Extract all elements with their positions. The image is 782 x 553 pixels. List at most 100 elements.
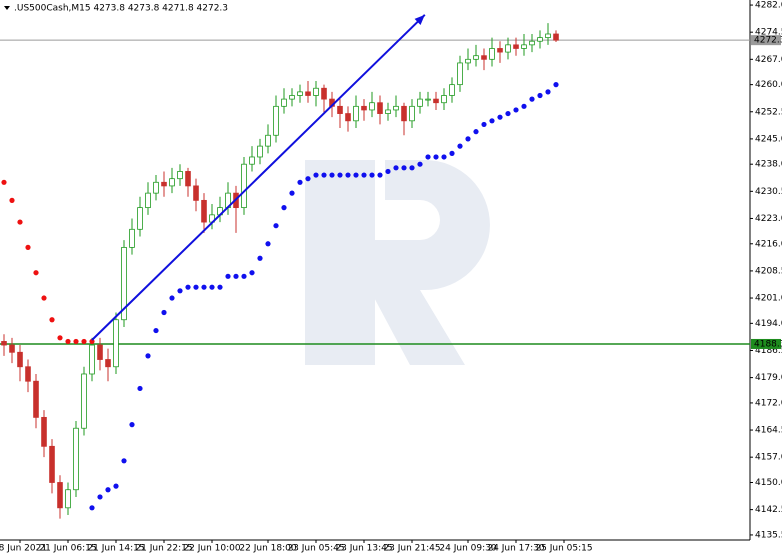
y-tick-label: 4252.5	[755, 107, 782, 117]
candle-body	[417, 98, 423, 107]
sar-dot	[313, 172, 319, 178]
candle-body	[305, 91, 311, 96]
candle	[465, 48, 471, 71]
candle-body	[489, 48, 495, 60]
sar-dot	[425, 154, 431, 160]
candle	[273, 95, 279, 143]
sar-dot	[465, 136, 471, 142]
candle	[177, 164, 183, 186]
sar-dot	[329, 172, 335, 178]
menu-icon[interactable]	[4, 6, 10, 10]
candle	[121, 240, 127, 327]
sar-dot	[9, 197, 15, 203]
x-tick-label: 23 Jun 13:45	[335, 544, 392, 553]
candle-body	[281, 98, 287, 107]
y-tick-label: 4230.5	[755, 187, 782, 197]
trend-arrow	[91, 14, 426, 341]
candle	[9, 337, 15, 364]
sar-dot	[473, 129, 479, 135]
candle-body	[249, 156, 255, 165]
candle-body	[265, 134, 271, 147]
candle	[321, 84, 327, 114]
candle	[17, 345, 23, 382]
candle-body	[449, 84, 455, 96]
candle	[153, 175, 159, 201]
candle-body	[97, 344, 103, 360]
y-tick-label: 4150.0	[755, 478, 782, 488]
candle	[249, 146, 255, 172]
candle-body	[57, 482, 63, 509]
candle-body	[409, 105, 415, 122]
candle	[481, 48, 487, 71]
candle-body	[169, 178, 175, 187]
x-tick-label: 21 Jun 22:15	[135, 544, 192, 553]
y-tick-label: 4186.5	[755, 346, 782, 356]
candle	[33, 373, 39, 429]
x-tick-label: 24 Jun 17:30	[487, 544, 544, 553]
sar-dot	[161, 309, 167, 316]
candle	[409, 99, 415, 129]
sar-dot	[337, 172, 343, 178]
candle	[97, 337, 103, 371]
watermark	[305, 160, 490, 365]
candle-body	[481, 55, 487, 60]
x-tick-label: 25 Jun 05:15	[535, 544, 592, 553]
candle	[281, 88, 287, 114]
sar-dot	[105, 487, 111, 493]
price-level-label: 4272.3	[754, 36, 782, 46]
candle	[129, 218, 135, 255]
candle	[265, 124, 271, 154]
candle-body	[457, 62, 463, 86]
sar-dot	[217, 284, 223, 290]
candle	[441, 88, 447, 110]
candle	[233, 185, 239, 233]
candle-body	[41, 416, 47, 447]
chart-title: .US500Cash,M15 4273.8 4273.8 4271.8 4272…	[14, 4, 228, 14]
candle	[353, 95, 359, 129]
sar-dot	[265, 241, 271, 247]
sar-dot	[409, 165, 415, 171]
sar-dot	[345, 172, 351, 178]
candle	[449, 77, 455, 103]
sar-dot	[121, 458, 127, 464]
y-tick-label: 4142.5	[755, 505, 782, 515]
sar-dot	[17, 219, 23, 225]
candle-body	[201, 199, 207, 223]
candle	[425, 91, 431, 107]
candle-body	[537, 37, 543, 42]
y-tick-label: 4208.5	[755, 266, 782, 276]
candle	[545, 23, 551, 45]
sar-dot	[233, 273, 239, 279]
candle-body	[441, 95, 447, 104]
candle	[377, 95, 383, 125]
candle-body	[369, 102, 375, 111]
y-tick-label: 4274.5	[755, 28, 782, 38]
sar-dot	[41, 295, 47, 301]
candle	[497, 41, 503, 63]
candle	[169, 167, 175, 194]
candle-body	[313, 87, 319, 96]
sar-dot	[81, 338, 87, 345]
y-tick-label: 4135.5	[755, 530, 782, 540]
sar-dot	[289, 190, 295, 196]
candle-body	[521, 44, 527, 49]
candle	[537, 30, 543, 49]
candle-body	[297, 91, 303, 96]
y-tick-label: 4267.0	[755, 55, 782, 65]
candle	[241, 156, 247, 215]
candle	[433, 91, 439, 110]
candle	[297, 84, 303, 103]
sar-dot	[529, 96, 535, 102]
candle-body	[377, 102, 383, 114]
y-tick-label: 4172.0	[755, 398, 782, 408]
sar-dot	[169, 295, 175, 301]
candle	[89, 337, 95, 382]
y-tick-label: 4238.0	[755, 160, 782, 170]
candle-body	[129, 228, 135, 248]
candle	[401, 102, 407, 136]
candle	[417, 91, 423, 114]
sar-dot	[241, 273, 247, 279]
candle	[369, 91, 375, 118]
candle-body	[81, 373, 87, 429]
candle	[105, 348, 111, 382]
